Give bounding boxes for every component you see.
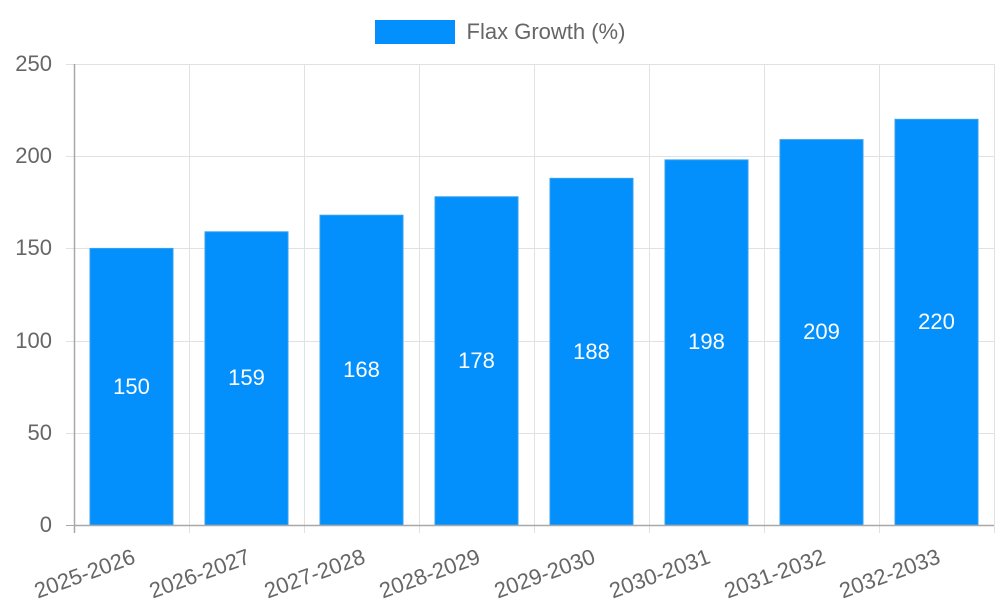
legend-label: Flax Growth (%) bbox=[466, 19, 626, 44]
bar bbox=[549, 177, 634, 526]
bar-value-label: 188 bbox=[573, 338, 610, 364]
bar bbox=[204, 231, 289, 526]
bar-value-label: 168 bbox=[343, 357, 380, 383]
legend[interactable]: Flax Growth (%) bbox=[0, 19, 1000, 45]
y-tick-label: 200 bbox=[15, 143, 52, 169]
bar bbox=[319, 214, 404, 526]
y-tick-label: 0 bbox=[39, 512, 52, 537]
y-tick-label: 50 bbox=[27, 419, 52, 445]
legend-swatch-icon bbox=[374, 20, 455, 44]
bar bbox=[89, 247, 174, 526]
bar bbox=[894, 118, 979, 526]
y-tick-label: 250 bbox=[15, 51, 52, 76]
bar-value-label: 159 bbox=[228, 365, 265, 391]
y-tick-label: 100 bbox=[15, 327, 52, 353]
y-tick-label: 150 bbox=[15, 235, 52, 261]
bar bbox=[434, 196, 519, 526]
bar-value-label: 178 bbox=[458, 347, 495, 373]
bar-value-label: 150 bbox=[113, 373, 150, 399]
bar-value-label: 209 bbox=[803, 319, 840, 345]
bar bbox=[779, 139, 864, 526]
bar-value-label: 220 bbox=[918, 309, 955, 335]
bar-value-label: 198 bbox=[688, 329, 725, 355]
